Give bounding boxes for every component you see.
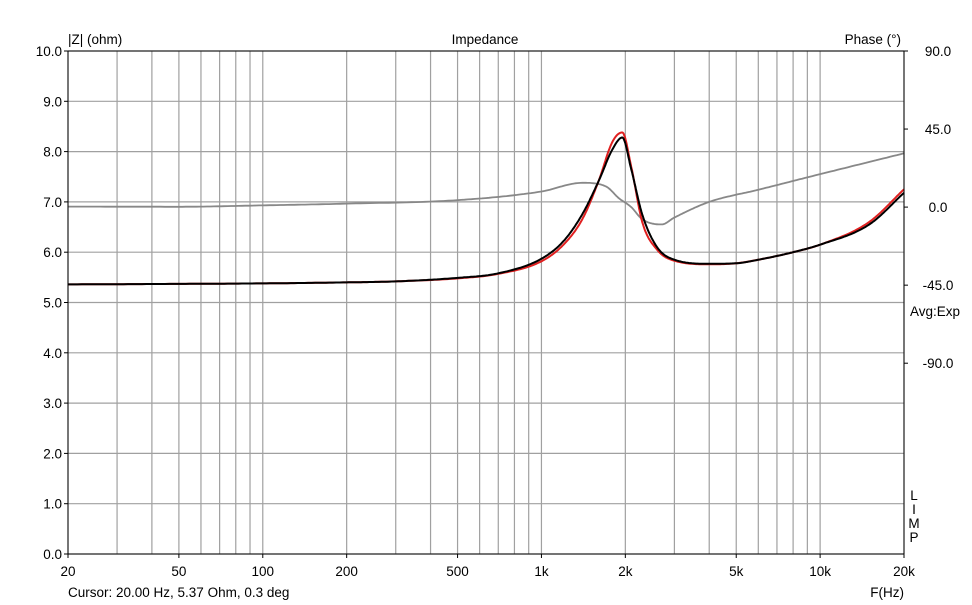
x-tick-label: 500 (446, 564, 469, 579)
grid (67, 50, 905, 555)
limp-letter: L (910, 488, 918, 503)
x-tick-label: 20k (893, 564, 915, 579)
phase-curve (68, 152, 905, 226)
y-tick-label: 10.0 (36, 44, 62, 59)
y-tick-label: 3.0 (43, 396, 62, 411)
x-tick-label: 200 (335, 564, 358, 579)
avg-label: Avg:Exp (910, 304, 960, 319)
x-tick-label: 5k (729, 564, 744, 579)
y-axis-label: |Z| (ohm) (68, 32, 122, 47)
y2-tick-label: -90.0 (923, 356, 954, 371)
y-tick-label: 6.0 (43, 245, 62, 260)
limp-letter: M (908, 516, 919, 531)
y-tick-label: 9.0 (43, 94, 62, 109)
limp-letter: I (912, 502, 916, 517)
y2-tick-label: 0.0 (929, 200, 948, 215)
x-tick-label: 2k (618, 564, 633, 579)
chart-title: Impedance (452, 32, 519, 47)
y-tick-label: 7.0 (43, 195, 62, 210)
x-tick-label: 10k (809, 564, 831, 579)
y-tick-label: 5.0 (43, 296, 62, 311)
x-tick-label: 100 (252, 564, 275, 579)
y-tick-label: 0.0 (43, 547, 62, 562)
x-tick-label: 50 (171, 564, 186, 579)
tick-labels: 0.0 1.0 2.0 3.0 4.0 5.0 6.0 7.0 8.0 9.0 10.0 90.0 45… (36, 44, 954, 579)
limp-letter: P (909, 530, 918, 545)
y2-tick-label: -45.0 (923, 278, 954, 293)
y-tick-label: 1.0 (43, 497, 62, 512)
y-tick-label: 4.0 (43, 346, 62, 361)
x-tick-label: 20 (60, 564, 75, 579)
y2-tick-label: 90.0 (925, 44, 951, 59)
impedance-curve (68, 136, 905, 286)
curves (68, 131, 905, 286)
x-axis-label: F(Hz) (870, 585, 904, 600)
y2-tick-label: 45.0 (925, 122, 951, 137)
cursor-readout: Cursor: 20.00 Hz, 5.37 Ohm, 0.3 deg (68, 585, 289, 600)
y2-axis-label: Phase (°) (845, 32, 901, 47)
x-tick-label: 1k (534, 564, 549, 579)
y-tick-label: 2.0 (43, 446, 62, 461)
y-tick-label: 8.0 (43, 145, 62, 160)
